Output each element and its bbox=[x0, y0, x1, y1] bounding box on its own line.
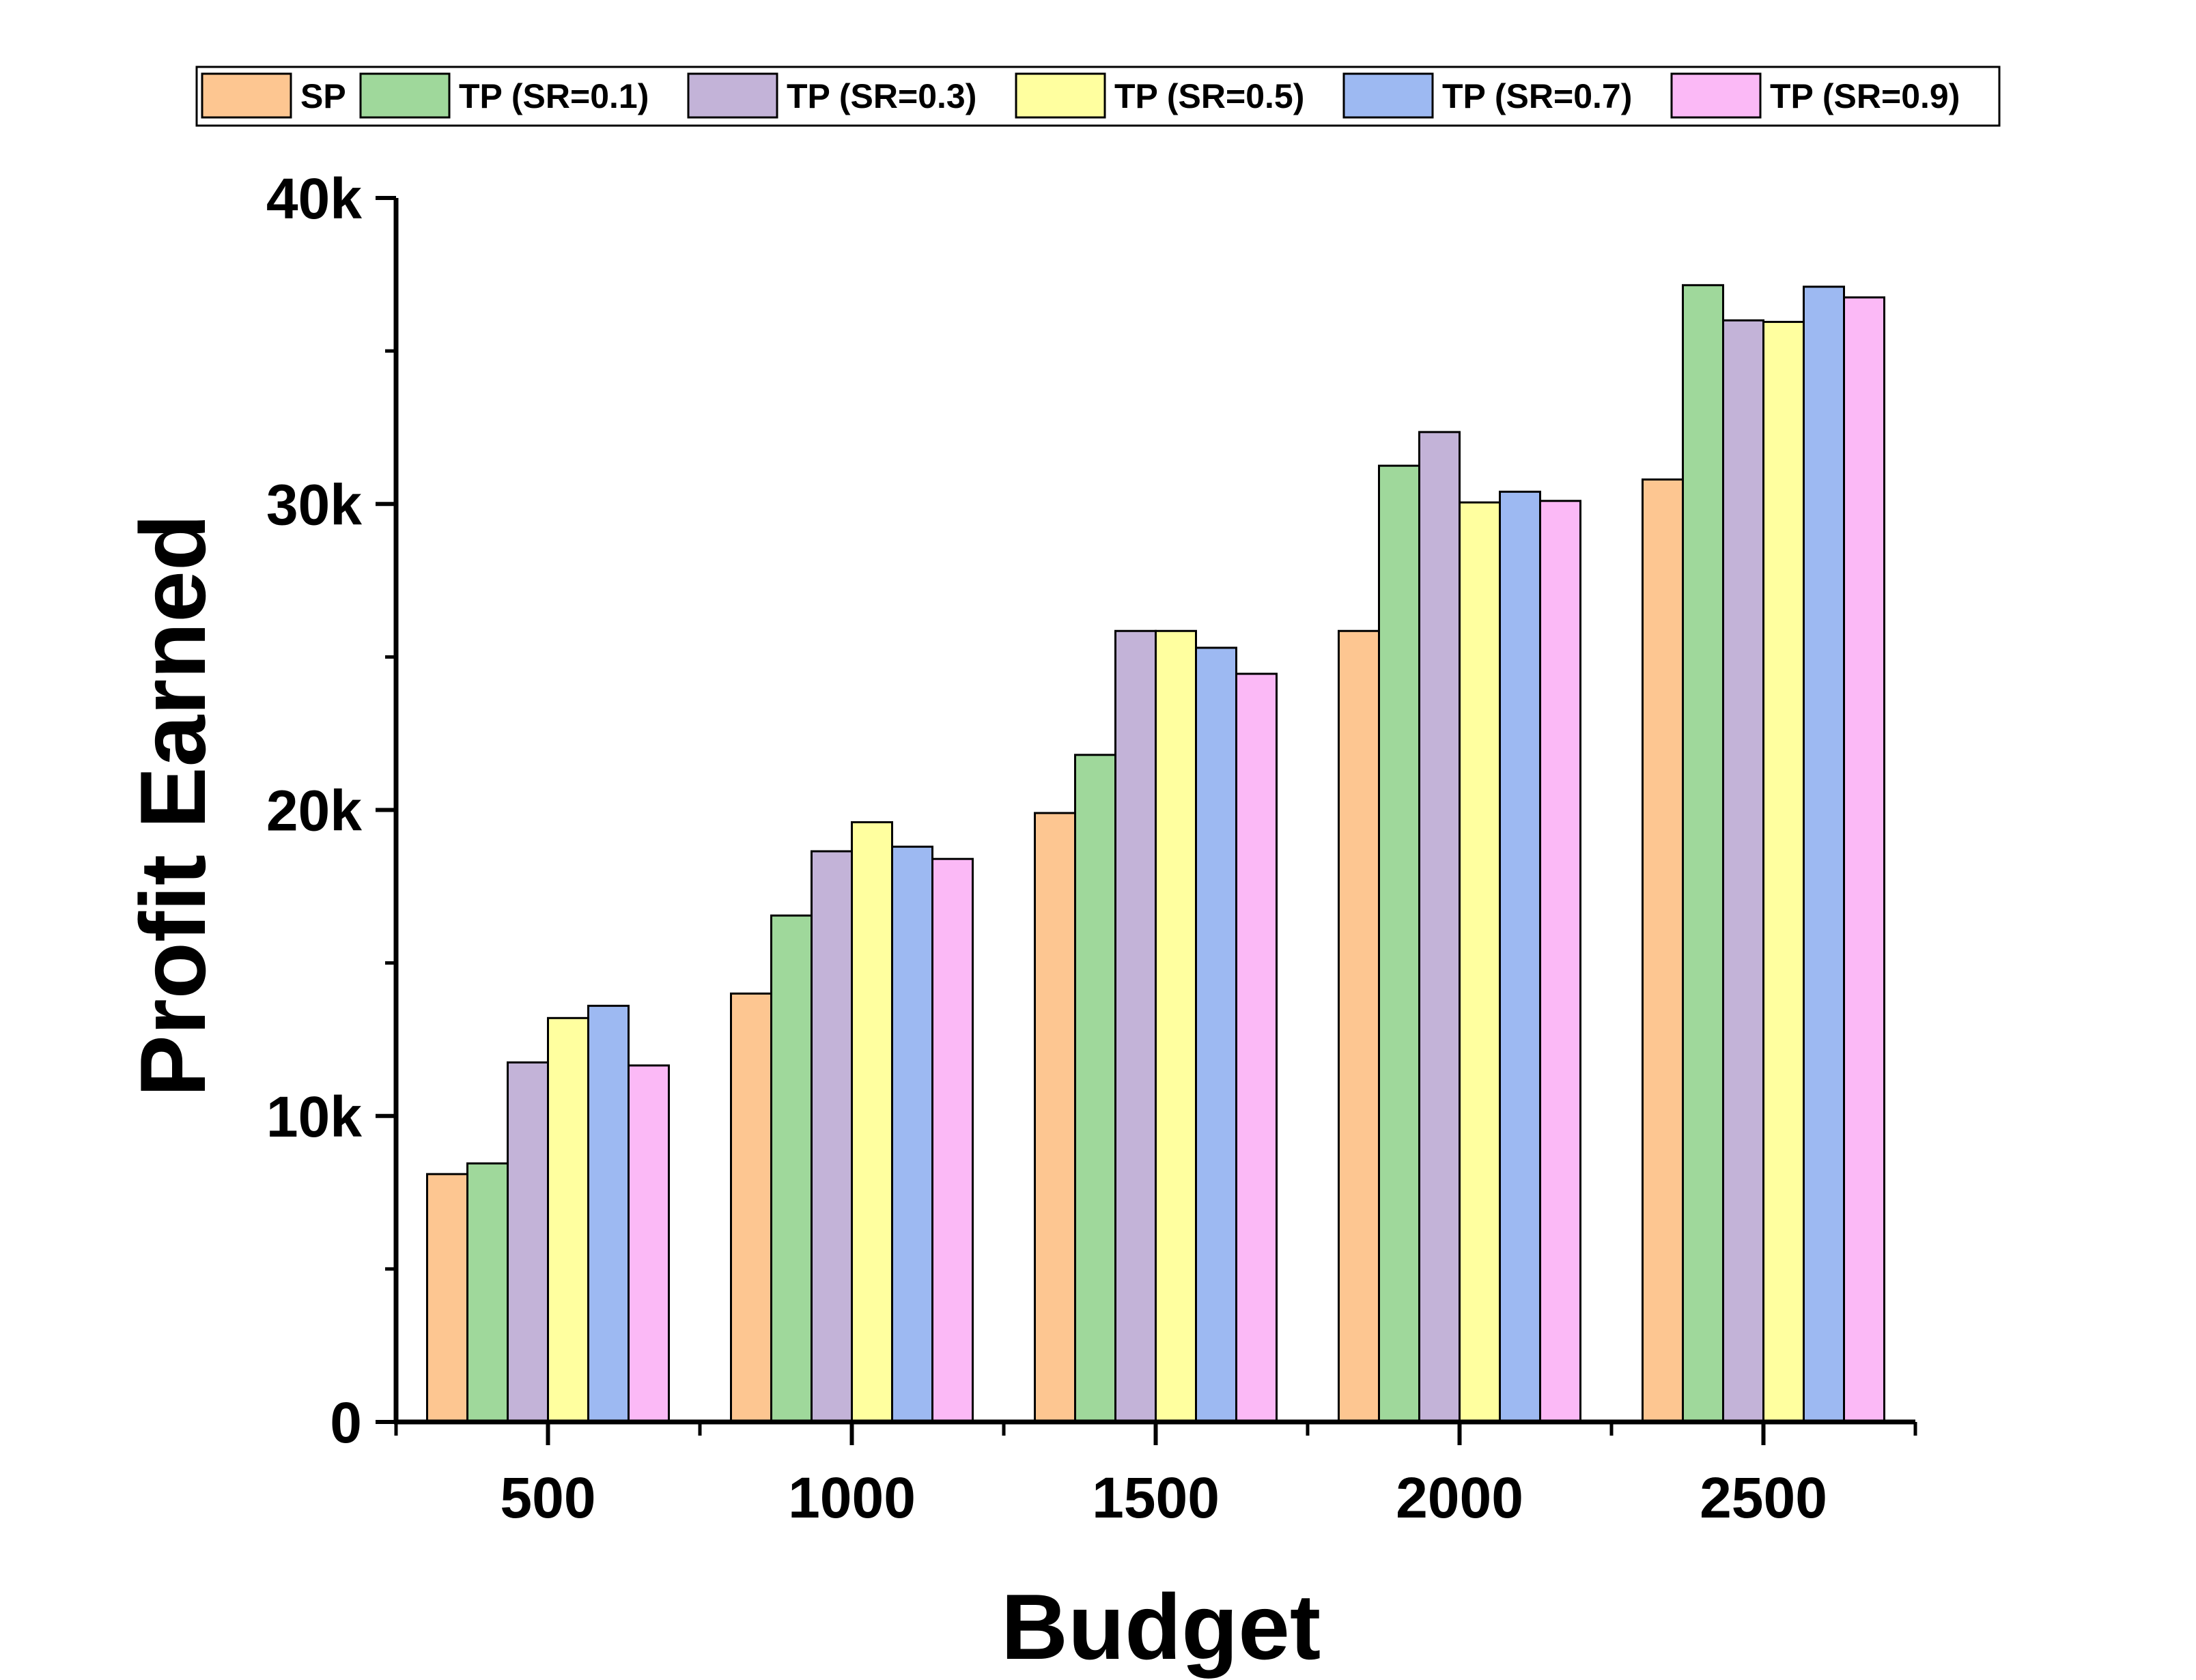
bar-6-1000 bbox=[931, 857, 974, 1423]
bar-3-500 bbox=[507, 1061, 549, 1423]
bar-2-500 bbox=[466, 1162, 509, 1423]
bar-2-2000 bbox=[1378, 464, 1420, 1423]
y-tick-label: 30k bbox=[266, 472, 362, 537]
bar-2-1000 bbox=[770, 914, 813, 1423]
bar-4-500 bbox=[547, 1016, 589, 1423]
bar-4-1500 bbox=[1155, 629, 1197, 1423]
legend-swatch-5 bbox=[1342, 72, 1434, 119]
bars bbox=[426, 284, 1885, 1423]
x-axis-title: Budget bbox=[1001, 1575, 1321, 1679]
bar-2-1500 bbox=[1074, 754, 1116, 1423]
bar-5-1000 bbox=[891, 845, 933, 1423]
bar-2-2500 bbox=[1682, 284, 1724, 1423]
bar-1-1500 bbox=[1034, 812, 1076, 1423]
bar-6-2500 bbox=[1843, 296, 1885, 1423]
bar-5-500 bbox=[587, 1004, 630, 1423]
y-axis-title: Profit Earned bbox=[121, 514, 225, 1097]
y-tick-label: 40k bbox=[266, 167, 362, 231]
bar-3-2000 bbox=[1418, 431, 1461, 1423]
bar-4-2500 bbox=[1762, 321, 1805, 1423]
bar-1-2500 bbox=[1642, 478, 1684, 1423]
bar-6-2000 bbox=[1539, 500, 1581, 1423]
x-tick-label: 2000 bbox=[1396, 1466, 1523, 1530]
bar-5-2000 bbox=[1499, 490, 1541, 1423]
x-tick-label: 2500 bbox=[1700, 1466, 1827, 1530]
bar-3-2500 bbox=[1722, 319, 1764, 1423]
legend-swatch-1 bbox=[201, 72, 292, 119]
legend-label-6: TP (SR=0.9) bbox=[1770, 77, 1960, 115]
legend-swatch-3 bbox=[687, 72, 778, 119]
bar-1-500 bbox=[426, 1173, 468, 1423]
bar-5-1500 bbox=[1195, 646, 1237, 1423]
bar-4-1000 bbox=[851, 821, 893, 1423]
x-tick-label: 500 bbox=[500, 1466, 595, 1530]
x-tick-label: 1500 bbox=[1092, 1466, 1220, 1530]
x-tick-label: 1000 bbox=[788, 1466, 916, 1530]
bar-6-500 bbox=[628, 1064, 670, 1423]
legend-label-3: TP (SR=0.3) bbox=[787, 77, 976, 115]
legend-swatch-2 bbox=[359, 72, 451, 119]
legend-label-2: TP (SR=0.1) bbox=[459, 77, 649, 115]
legend-label-1: SP bbox=[300, 77, 346, 115]
bar-1-2000 bbox=[1338, 629, 1380, 1423]
axes: 0 10k 20k 30k 40k 500 1000 1500 2000 2500 bbox=[266, 167, 1917, 1530]
legend-swatch-4 bbox=[1015, 72, 1106, 119]
bar-4-2000 bbox=[1459, 501, 1501, 1423]
legend-swatch-6 bbox=[1670, 72, 1762, 119]
legend-label-4: TP (SR=0.5) bbox=[1114, 77, 1304, 115]
legend-label-5: TP (SR=0.7) bbox=[1442, 77, 1632, 115]
bar-6-1500 bbox=[1235, 672, 1278, 1423]
y-tick-label: 20k bbox=[266, 779, 362, 843]
bar-1-1000 bbox=[730, 992, 772, 1423]
bar-3-1500 bbox=[1114, 629, 1157, 1423]
bar-3-1000 bbox=[811, 850, 853, 1423]
legend: SP TP (SR=0.1) TP (SR=0.3) TP (SR=0.5) TP (S… bbox=[195, 66, 2001, 127]
bar-5-2500 bbox=[1803, 285, 1845, 1423]
y-tick-label: 10k bbox=[266, 1085, 362, 1149]
y-tick-label: 0 bbox=[330, 1391, 362, 1455]
